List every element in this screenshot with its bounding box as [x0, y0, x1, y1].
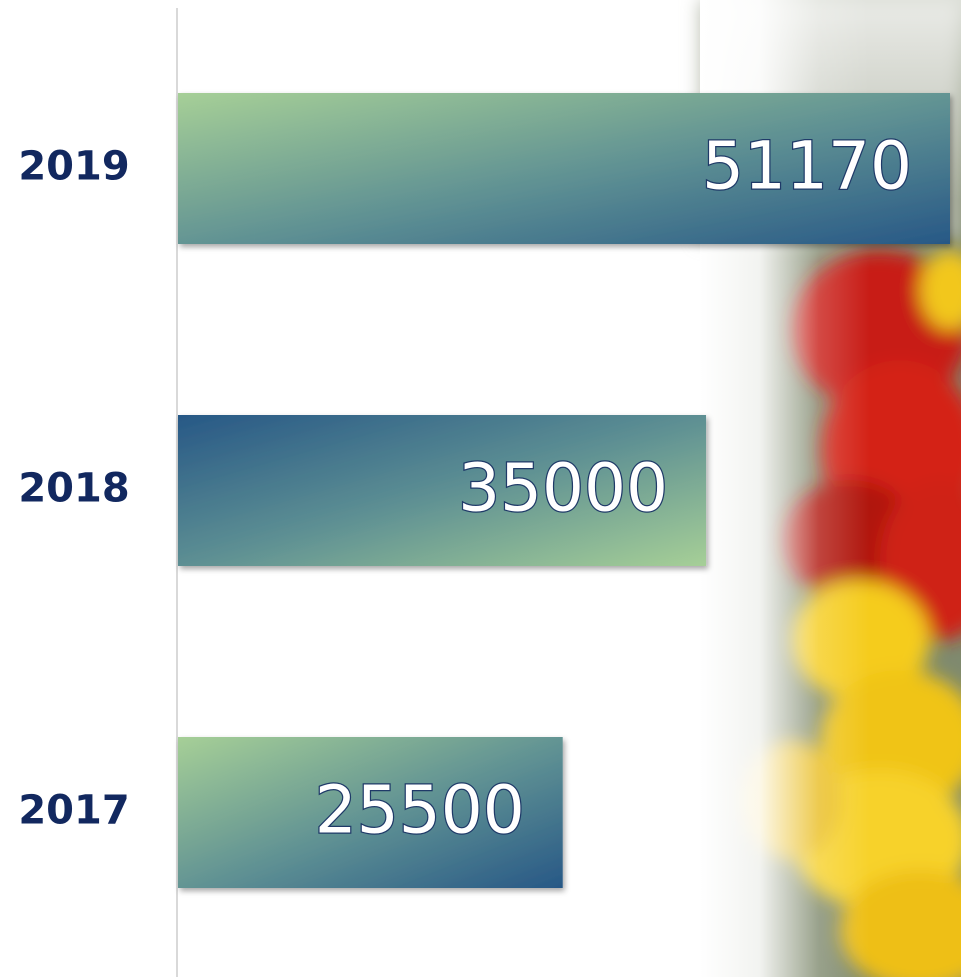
category-label: 2017	[18, 788, 129, 834]
bar	[178, 737, 563, 888]
category-label: 2018	[18, 466, 129, 512]
bar	[178, 415, 707, 566]
value-label: 51170	[702, 128, 912, 205]
bar	[178, 93, 950, 244]
value-label: 35000	[458, 450, 668, 527]
value-label: 25500	[315, 772, 525, 849]
category-label: 2019	[18, 144, 129, 190]
